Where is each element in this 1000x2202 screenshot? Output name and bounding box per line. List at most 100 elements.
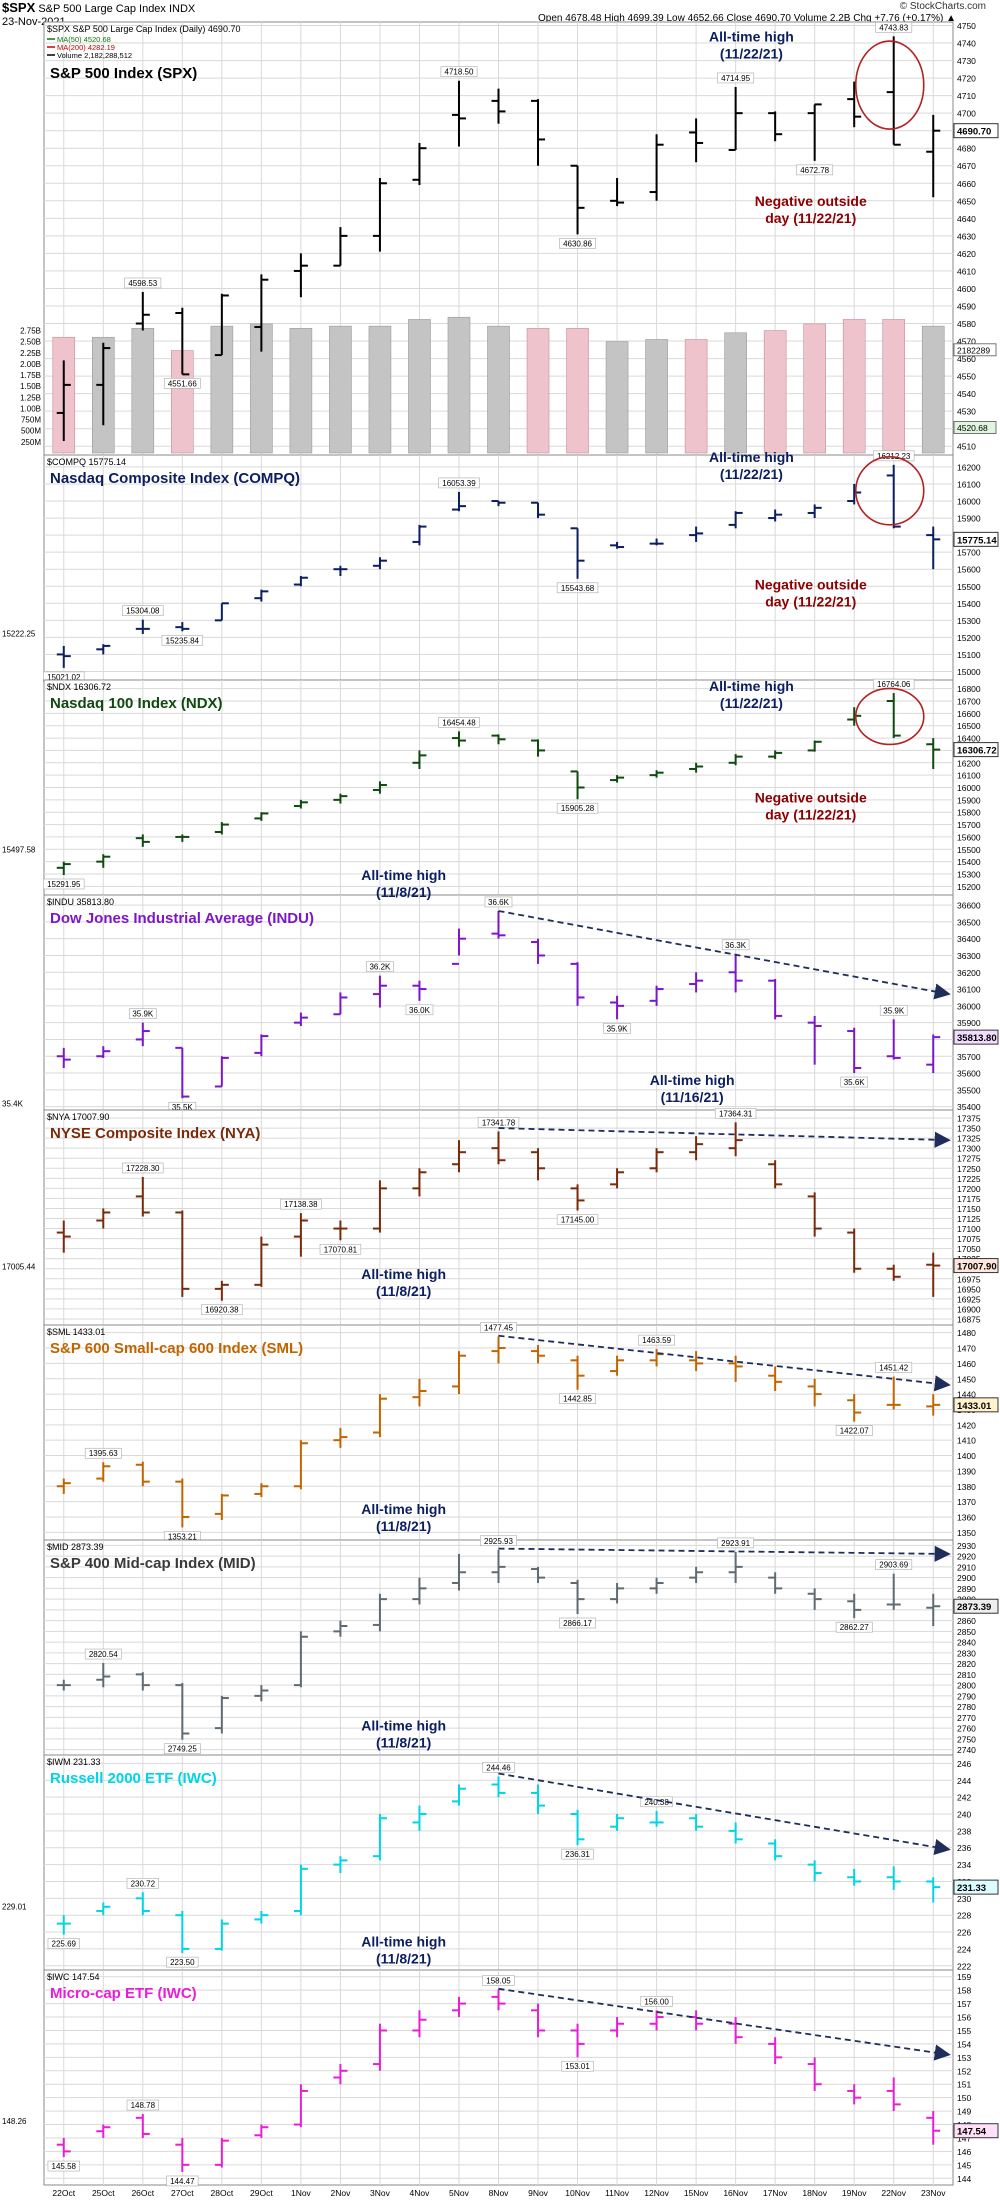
legend-entry: Volume 2,182,288,512 bbox=[57, 51, 132, 60]
value-label: 4630.86 bbox=[563, 239, 592, 248]
y-tick-label: 15500 bbox=[957, 845, 981, 855]
left-value-label: 15222.25 bbox=[2, 630, 36, 639]
y-tick-label: 16100 bbox=[957, 479, 981, 489]
ohlc-bar bbox=[886, 1573, 901, 1610]
ohlc-bar bbox=[412, 2010, 427, 2038]
panel-ndx: 15200 15300 15400 15500 15600 15700 15800 15900… bbox=[2, 678, 999, 896]
ohlc-bar bbox=[570, 1809, 585, 1846]
ohlc-bar bbox=[649, 1577, 664, 1594]
y-tick-label: 1420 bbox=[957, 1420, 976, 1430]
panel-top-label: $SML 1433.01 bbox=[47, 1327, 105, 1337]
ohlc-bar bbox=[689, 1814, 704, 1831]
trend-arrow bbox=[498, 1772, 951, 1856]
ohlc-bar bbox=[254, 1034, 269, 1057]
value-label: 35.9K bbox=[883, 1006, 905, 1015]
ohlc-bar bbox=[175, 834, 190, 842]
ohlc-bar bbox=[96, 1046, 111, 1058]
y-tick-label: 224 bbox=[957, 1944, 971, 1954]
ohlc-bar bbox=[649, 134, 664, 201]
ohlc-bar bbox=[214, 1695, 229, 1734]
ohlc-bar bbox=[926, 1877, 941, 1903]
y-tick-label: 146 bbox=[957, 2147, 971, 2157]
ohlc-bar bbox=[214, 822, 229, 835]
y-tick-label: 1480 bbox=[957, 1328, 976, 1338]
y-tick-label: 4650 bbox=[957, 196, 976, 206]
y-tick-label: 17275 bbox=[957, 1154, 981, 1164]
annotation-text: Negative outside bbox=[755, 789, 867, 805]
ohlc-bar bbox=[531, 1148, 546, 1181]
ohlc-bar bbox=[689, 1136, 704, 1161]
y-tick-label: 159 bbox=[957, 1972, 971, 1982]
annotation-text: Negative outside bbox=[755, 577, 867, 593]
y-tick-label: 16700 bbox=[957, 697, 981, 707]
panel-top-label: $IWM 231.33 bbox=[47, 1757, 101, 1767]
ohlc-bar bbox=[768, 1572, 783, 1594]
value-label: 223.50 bbox=[170, 1958, 195, 1967]
value-label: 35.6K bbox=[844, 1078, 866, 1087]
highlight-ellipse bbox=[854, 40, 925, 130]
axis-tag-label: 4520.68 bbox=[957, 423, 988, 433]
ohlc-bar bbox=[56, 1915, 71, 1935]
ohlc-bar bbox=[96, 1462, 111, 1482]
value-label-box bbox=[603, 1022, 631, 1034]
value-label-box bbox=[166, 1956, 199, 1968]
y-tick-label: 2760 bbox=[957, 1724, 976, 1734]
last-price-tag-box bbox=[953, 2123, 999, 2139]
y-tick-label: 15100 bbox=[957, 650, 981, 660]
value-label-box bbox=[835, 1621, 873, 1633]
ohlc-bar bbox=[807, 1378, 822, 1407]
ohlc-bar bbox=[135, 1022, 150, 1047]
panel-iwc: 1441451461471481491501511521531541551561… bbox=[2, 1969, 999, 2198]
y-tick-label: 156 bbox=[957, 2013, 971, 2023]
ohlc-bar bbox=[610, 1814, 625, 1831]
value-label: 1451.42 bbox=[879, 1364, 908, 1373]
value-label: 1422.07 bbox=[840, 1427, 869, 1436]
volume-bar bbox=[605, 341, 629, 454]
value-label: 17364.31 bbox=[719, 1109, 753, 1118]
ohlc-bar bbox=[56, 1220, 71, 1253]
value-label: 17070.81 bbox=[324, 1245, 358, 1254]
y-tick-label: 16400 bbox=[957, 734, 981, 744]
y-tick-label: 36000 bbox=[957, 1001, 981, 1011]
value-label-box bbox=[840, 1076, 868, 1088]
value-label: 2923.91 bbox=[721, 1539, 750, 1548]
value-label-box bbox=[366, 961, 394, 972]
annotation-text: All-time high bbox=[361, 867, 446, 883]
volume-bar bbox=[526, 328, 550, 454]
ohlc-bar bbox=[333, 1427, 348, 1448]
y-tick-label: 238 bbox=[957, 1826, 971, 1836]
value-label-box bbox=[84, 1648, 122, 1660]
value-label-box bbox=[129, 1008, 157, 1019]
y-tick-label: 244 bbox=[957, 1776, 971, 1786]
ohlc-bar bbox=[451, 80, 466, 147]
left-value-label: 15497.58 bbox=[2, 846, 36, 855]
value-label-box bbox=[717, 72, 755, 84]
ohlc-bar bbox=[96, 2124, 111, 2138]
ohlc-bar bbox=[491, 1989, 506, 2011]
ohlc-bar bbox=[135, 1461, 150, 1487]
ohlc-bar bbox=[807, 103, 822, 161]
panel-top-label: $SPX S&P 500 Large Cap Index (Daily) 469… bbox=[47, 24, 240, 34]
ohlc-bar bbox=[649, 2010, 664, 2031]
y-tick-label: 17175 bbox=[957, 1194, 981, 1204]
ohlc-bar bbox=[728, 953, 743, 993]
value-label: 4718.50 bbox=[445, 68, 474, 77]
ohlc-bar bbox=[333, 1620, 348, 1637]
value-label-box bbox=[126, 2099, 159, 2111]
y-tick-label: 17200 bbox=[957, 1184, 981, 1194]
last-price-tag: 17007.90 bbox=[957, 1262, 997, 1273]
panel-title: Dow Jones Industrial Average (INDU) bbox=[50, 910, 314, 927]
panel-title: S&P 600 Small-cap 600 Index (SML) bbox=[50, 1340, 303, 1357]
value-label: 36.3K bbox=[725, 941, 747, 950]
ohlc-bar bbox=[96, 1902, 111, 1916]
y-tick-label: 4750 bbox=[957, 21, 976, 31]
annotation-text: (11/16/21) bbox=[661, 1089, 724, 1105]
y-tick-label: 1450 bbox=[957, 1374, 976, 1384]
ohlc-bar bbox=[728, 1822, 743, 1844]
value-label: 35.9K bbox=[132, 1010, 154, 1019]
y-tick-label: 1390 bbox=[957, 1466, 976, 1476]
panel-top-label: $NYA 17007.90 bbox=[47, 1112, 109, 1122]
value-label: 15021.02 bbox=[47, 673, 81, 682]
y-tick-label: 17300 bbox=[957, 1144, 981, 1154]
